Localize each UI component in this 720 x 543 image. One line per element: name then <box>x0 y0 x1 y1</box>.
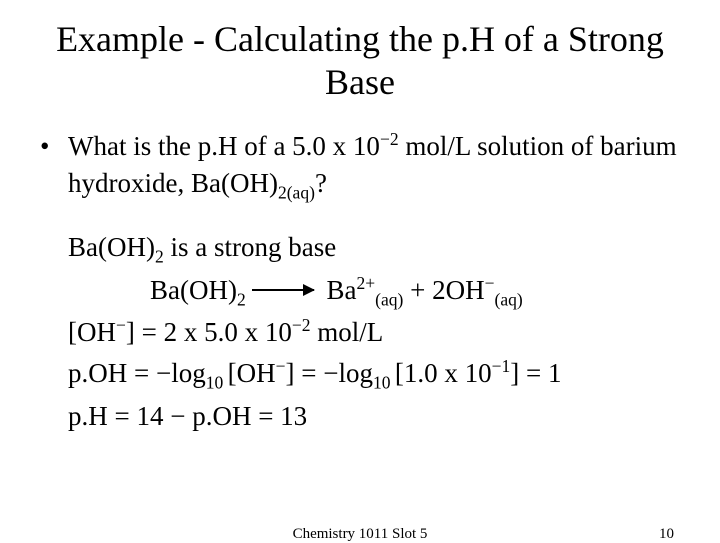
footer-center: Chemistry 1011 Slot 5 <box>293 526 428 543</box>
line4-sub1: 10 <box>206 372 228 392</box>
line3-pre: [OH <box>68 317 116 347</box>
question-sub1: 2(aq) <box>278 182 315 202</box>
reaction-arrow-icon <box>252 289 314 291</box>
line-strong-base: Ba(OH)2 is a strong base <box>68 227 680 270</box>
eq-plus: + 2OH <box>403 275 484 305</box>
eq-rhs2-sup: − <box>485 273 495 293</box>
line-ph: p.H = 14 − p.OH = 13 <box>68 396 680 437</box>
slide: Example - Calculating the p.H of a Stron… <box>0 0 720 540</box>
line4-pre: p.OH = −log <box>68 358 206 388</box>
question-bullet: • What is the p.H of a 5.0 x 10−2 mol/L … <box>40 128 680 205</box>
line4-sub2: 10 <box>373 372 395 392</box>
eq-rhs1-sup: 2+ <box>357 273 376 293</box>
line1-post: is a strong base <box>164 232 336 262</box>
line3-exp: −2 <box>292 315 311 335</box>
line1-pre: Ba(OH) <box>68 232 155 262</box>
line3-sup: − <box>116 315 126 335</box>
line4-mid1: [OH <box>228 358 276 388</box>
work-block: Ba(OH)2 is a strong base Ba(OH)2 Ba2+(aq… <box>40 227 680 436</box>
question-text: What is the p.H of a 5.0 x 10−2 mol/L so… <box>68 128 680 205</box>
line4-exp: −1 <box>492 356 511 376</box>
question-post2: ? <box>315 168 327 198</box>
slide-title: Example - Calculating the p.H of a Stron… <box>40 18 680 104</box>
line4-post: ] = 1 <box>510 358 561 388</box>
line4-sup1: − <box>276 356 286 376</box>
line3-mid: ] = 2 x 5.0 x 10 <box>126 317 292 347</box>
question-pre: What is the p.H of a 5.0 x 10 <box>68 131 380 161</box>
eq-rhs2-sub: (aq) <box>495 289 523 309</box>
eq-rhs1-pre: Ba <box>320 275 357 305</box>
line4-mid3: [1.0 x 10 <box>395 358 492 388</box>
eq-rhs1-sub: (aq) <box>375 289 403 309</box>
line-equation: Ba(OH)2 Ba2+(aq) + 2OH−(aq) <box>68 270 680 313</box>
eq-lhs-sub: 2 <box>237 289 246 309</box>
line1-sub: 2 <box>155 246 164 266</box>
line3-post: mol/L <box>311 317 384 347</box>
question-exp: −2 <box>380 129 399 149</box>
line-oh-conc: [OH−] = 2 x 5.0 x 10−2 mol/L <box>68 312 680 353</box>
line4-mid2: ] = −log <box>286 358 373 388</box>
line-poh: p.OH = −log10 [OH−] = −log10 [1.0 x 10−1… <box>68 353 680 396</box>
bullet-mark: • <box>40 128 68 205</box>
eq-lhs-pre: Ba(OH) <box>150 275 237 305</box>
footer-page-number: 10 <box>659 526 674 543</box>
